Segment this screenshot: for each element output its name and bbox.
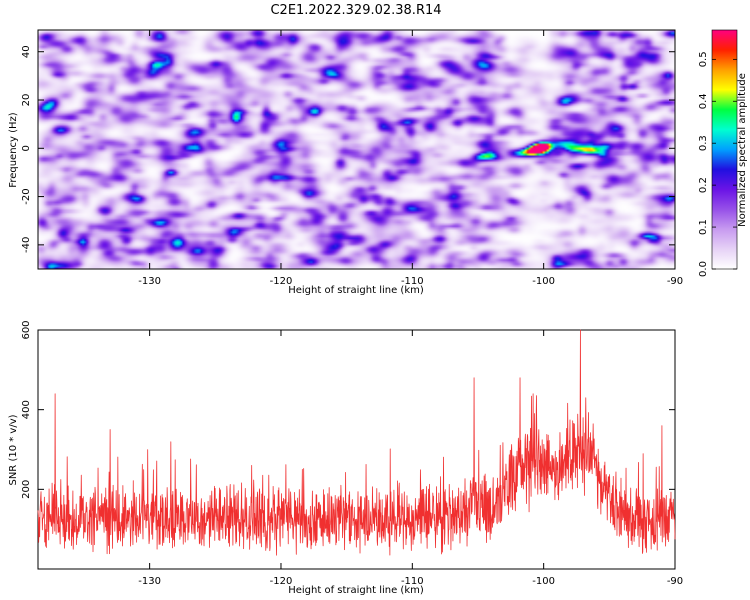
colorbar-label: Normalized spectral amplitude [737, 73, 748, 227]
snr-x-tick-label: -130 [138, 576, 161, 587]
snr-x-tick-label: -110 [401, 576, 424, 587]
snr-y-tick-label: 400 [21, 400, 32, 419]
snr-panel: -130 -120 -110 -100 -90 200 400 600 Height of … [8, 320, 683, 596]
snr-frame [37, 329, 676, 570]
colorbar-tick-label: 0.1 [698, 219, 709, 235]
heatmap-x-tick-label: -130 [138, 276, 161, 287]
snr-y-tick-label: 200 [21, 480, 32, 499]
colorbar-tick-label: 0.2 [698, 177, 709, 193]
heatmap-y-ticks: -40 -20 0 20 40 [21, 45, 675, 253]
heatmap-x-tick-label: -120 [270, 276, 293, 287]
heatmap-x-tick-label: -110 [401, 276, 424, 287]
colorbar-tick-label: 0.5 [698, 51, 709, 67]
heatmap-y-axis-label: Frequency (Hz) [8, 112, 19, 188]
heatmap-panel: -130 -120 -110 -100 -90 -40 -20 0 20 40 Height o… [8, 29, 683, 296]
colorbar-tick-label: 0.3 [698, 135, 709, 151]
snr-x-ticks: -130 -120 -110 -100 -90 [138, 330, 683, 587]
heatmap-y-tick-label: 40 [21, 45, 32, 58]
heatmap-y-tick-label: -20 [21, 188, 32, 204]
colorbar-gradient [712, 30, 737, 269]
colorbar-tick-label: 0.0 [698, 261, 709, 277]
snr-y-axis-label: SNR (10 * v/v) [8, 414, 19, 485]
heatmap-y-tick-label: -40 [21, 237, 32, 253]
colorbar-ticks: 0.0 0.1 0.2 0.3 0.4 0.5 [698, 51, 737, 277]
snr-y-ticks: 200 400 600 [21, 320, 675, 499]
heatmap-image [38, 30, 675, 269]
snr-x-tick-label: -90 [667, 576, 683, 587]
heatmap-y-tick-label: 20 [21, 94, 32, 107]
snr-x-tick-label: -120 [270, 576, 293, 587]
snr-series-line [37, 329, 676, 556]
heatmap-x-axis-label: Height of straight line (km) [288, 285, 424, 296]
snr-x-axis-label: Height of straight line (km) [288, 585, 424, 596]
heatmap-x-ticks: -130 -120 -110 -100 -90 [138, 30, 683, 287]
snr-x-tick-label: -100 [532, 576, 555, 587]
heatmap-x-tick-label: -90 [667, 276, 683, 287]
colorbar-tick-label: 0.4 [698, 93, 709, 109]
snr-y-tick-label: 600 [21, 320, 32, 339]
chart-title: C2E1.2022.329.02.38.R14 [270, 3, 441, 18]
heatmap-y-tick-label: 0 [21, 145, 32, 151]
colorbar: 0.0 0.1 0.2 0.3 0.4 0.5 Normalized spectral a… [698, 29, 748, 277]
colorbar-frame [711, 29, 738, 270]
heatmap-x-tick-label: -100 [532, 276, 555, 287]
heatmap-frame [37, 29, 676, 270]
